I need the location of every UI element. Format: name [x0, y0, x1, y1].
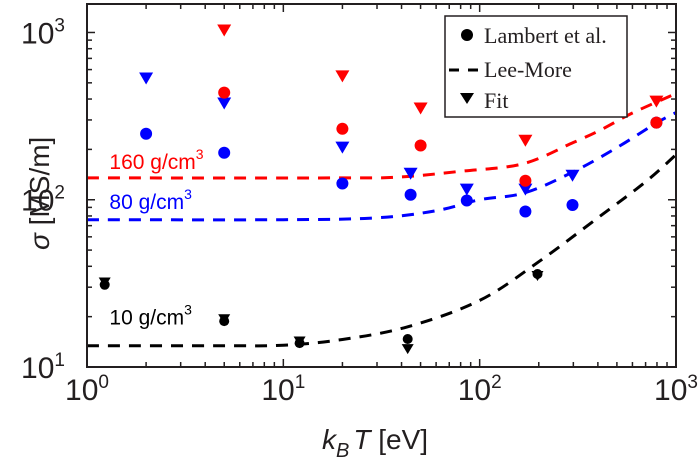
lee-more-curve-10	[87, 153, 676, 348]
fit-point-80-5	[518, 183, 533, 196]
fit-point-80-4	[459, 183, 474, 196]
lambert-point-80-0	[140, 127, 153, 140]
lambert-point-160-3	[519, 174, 532, 187]
fit-point-160-2	[413, 102, 428, 115]
x-tick-label-1: 101	[261, 372, 305, 407]
data-points	[98, 24, 664, 355]
lambert-point-10-4	[532, 269, 543, 279]
fit-point-80-1	[217, 97, 232, 110]
plot-frame	[86, 3, 677, 368]
legend-box	[444, 15, 628, 118]
fit-point-160-3	[518, 134, 533, 147]
lambert-point-160-0	[218, 86, 231, 99]
legend-label-fit: Fit	[484, 88, 508, 113]
fit-point-10-3	[401, 344, 414, 355]
fit-point-80-3	[403, 167, 418, 180]
lambert-point-10-0	[99, 279, 110, 290]
fit-point-160-4	[649, 95, 664, 108]
legend: Lambert et al. Lee-More Fit	[444, 15, 628, 118]
lambert-point-10-3	[402, 334, 413, 344]
lee-more-curves	[87, 92, 676, 348]
axes	[86, 3, 677, 368]
lee-more-curve-80	[87, 111, 676, 222]
density-annotations: 10 g/cm3 80 g/cm3 160 g/cm3	[109, 146, 203, 329]
y-tick-label-2: 102	[21, 183, 65, 218]
y-tick-label-3: 103	[21, 16, 65, 51]
lambert-point-160-1	[336, 122, 349, 135]
fit-point-80-2	[335, 141, 350, 154]
lambert-point-80-1	[218, 146, 231, 159]
lambert-point-160-4	[650, 116, 663, 129]
lambert-point-10-1	[219, 316, 230, 327]
fit-point-80-0	[139, 72, 154, 85]
fit-point-160-1	[335, 70, 350, 83]
lee-more-curve-160	[87, 92, 676, 180]
legend-triangle-down-icon	[460, 93, 474, 104]
y-axis-label: σ [MS/m]	[24, 137, 55, 250]
fit-point-160-0	[217, 24, 232, 37]
lambert-point-160-2	[414, 139, 427, 152]
legend-label-lee-more: Lee-More	[484, 57, 572, 82]
lambert-point-80-2	[336, 177, 349, 190]
x-axis-label: kB T [eV]	[322, 424, 428, 462]
annotation-160: 160 g/cm3	[109, 146, 203, 174]
svg-text:σ [MS/m]: σ [MS/m]	[24, 137, 55, 250]
y-tick-label-1: 101	[21, 350, 65, 385]
x-tick-label-0: 100	[65, 372, 109, 407]
lambert-point-80-6	[566, 199, 579, 211]
annotation-10: 10 g/cm3	[109, 301, 192, 329]
annotation-80: 80 g/cm3	[109, 186, 192, 214]
legend-circle-icon	[461, 29, 473, 41]
lambert-point-80-4	[460, 194, 473, 207]
x-tick-label-2: 102	[458, 372, 502, 407]
legend-label-lambert: Lambert et al.	[484, 23, 607, 48]
lambert-point-10-2	[294, 338, 305, 349]
lambert-point-80-3	[404, 188, 417, 201]
fit-point-80-6	[565, 169, 580, 182]
x-tick-label-3: 103	[654, 372, 698, 407]
lambert-point-80-5	[519, 205, 532, 218]
